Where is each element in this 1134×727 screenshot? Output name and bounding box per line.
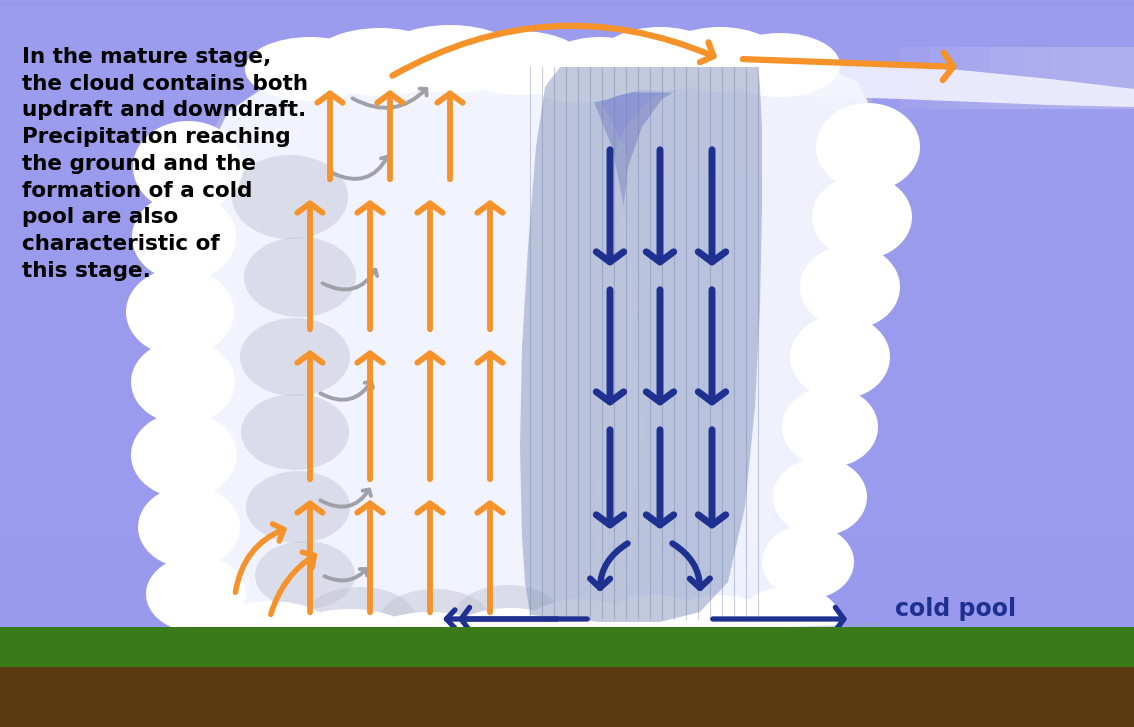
FancyArrowPatch shape <box>590 543 627 588</box>
Ellipse shape <box>138 486 240 568</box>
Polygon shape <box>570 67 875 631</box>
FancyArrowPatch shape <box>236 524 284 593</box>
FancyArrowPatch shape <box>672 543 710 588</box>
Ellipse shape <box>378 25 522 93</box>
Ellipse shape <box>662 595 778 659</box>
Ellipse shape <box>255 541 355 609</box>
Ellipse shape <box>232 155 348 239</box>
Ellipse shape <box>773 458 868 536</box>
Ellipse shape <box>658 27 782 91</box>
Polygon shape <box>590 63 868 629</box>
Ellipse shape <box>133 121 243 213</box>
Ellipse shape <box>741 586 840 652</box>
Ellipse shape <box>445 608 576 676</box>
Ellipse shape <box>812 175 912 259</box>
Ellipse shape <box>762 525 854 599</box>
Ellipse shape <box>454 31 586 95</box>
Ellipse shape <box>782 387 878 467</box>
FancyArrowPatch shape <box>271 553 314 614</box>
Ellipse shape <box>202 601 338 673</box>
Ellipse shape <box>790 315 890 399</box>
Ellipse shape <box>310 28 450 96</box>
FancyArrowPatch shape <box>353 89 426 108</box>
Text: In the mature stage,
the cloud contains both
updraft and downdraft.
Precipitatio: In the mature stage, the cloud contains … <box>22 47 308 281</box>
Ellipse shape <box>132 193 236 281</box>
Polygon shape <box>521 67 762 622</box>
Ellipse shape <box>816 103 920 191</box>
Text: cold pool: cold pool <box>895 597 1016 621</box>
FancyArrowPatch shape <box>392 25 713 76</box>
Ellipse shape <box>246 471 350 543</box>
Polygon shape <box>176 65 668 647</box>
Polygon shape <box>186 62 642 645</box>
Ellipse shape <box>522 43 638 103</box>
Ellipse shape <box>126 268 234 356</box>
FancyArrowPatch shape <box>324 569 367 581</box>
Ellipse shape <box>522 599 638 665</box>
FancyArrowPatch shape <box>321 489 371 507</box>
Ellipse shape <box>305 587 415 647</box>
Ellipse shape <box>132 340 235 424</box>
FancyArrowPatch shape <box>332 157 390 179</box>
Polygon shape <box>400 49 1134 107</box>
Ellipse shape <box>598 27 722 91</box>
Polygon shape <box>0 627 1134 667</box>
Ellipse shape <box>542 37 658 97</box>
Polygon shape <box>930 47 1134 109</box>
Ellipse shape <box>132 412 237 498</box>
Polygon shape <box>420 622 880 651</box>
Ellipse shape <box>380 589 490 649</box>
Ellipse shape <box>799 245 900 329</box>
Ellipse shape <box>146 556 246 632</box>
Ellipse shape <box>245 37 375 101</box>
FancyArrowPatch shape <box>321 382 373 400</box>
Ellipse shape <box>720 33 840 97</box>
Polygon shape <box>0 655 1134 727</box>
Ellipse shape <box>280 609 420 677</box>
Ellipse shape <box>244 237 356 317</box>
FancyArrowPatch shape <box>322 270 378 289</box>
Polygon shape <box>900 47 1134 109</box>
Ellipse shape <box>596 595 713 659</box>
Ellipse shape <box>242 394 349 470</box>
Ellipse shape <box>456 585 560 645</box>
FancyArrowPatch shape <box>447 610 557 628</box>
Ellipse shape <box>240 318 350 396</box>
Ellipse shape <box>359 612 500 678</box>
